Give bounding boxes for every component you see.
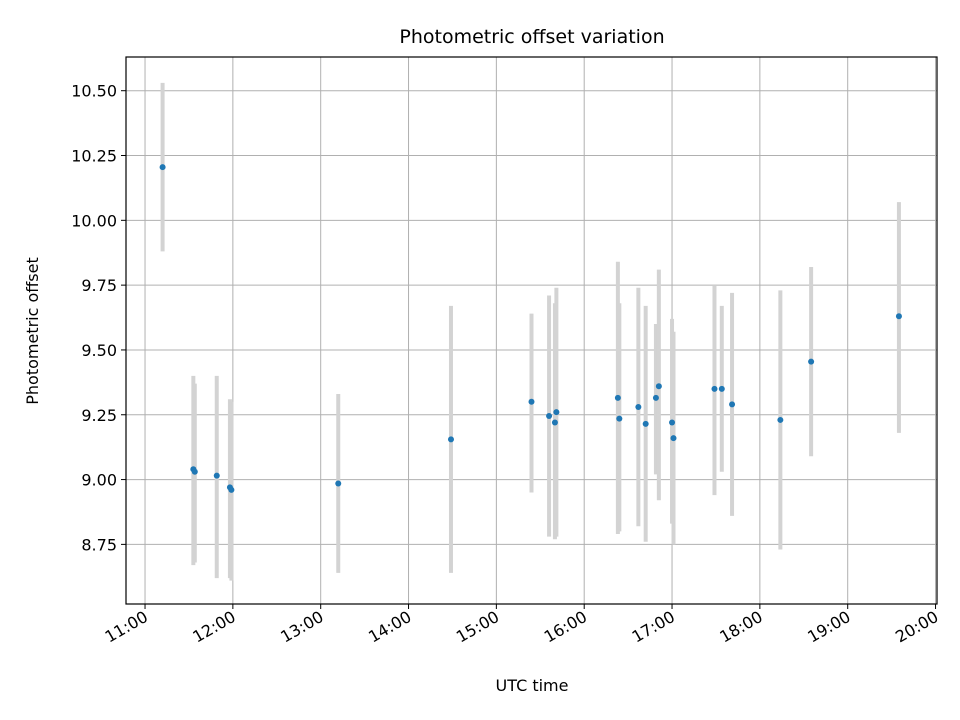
data-point (335, 480, 342, 487)
data-point (553, 409, 560, 416)
data-point (652, 394, 659, 401)
data-point (191, 468, 198, 475)
data-point (616, 415, 623, 422)
data-point (718, 385, 725, 392)
data-point (642, 420, 649, 427)
y-tick-label: 10.50 (71, 82, 117, 101)
y-axis-label: Photometric offset (23, 257, 42, 405)
y-tick-label: 10.25 (71, 147, 117, 166)
chart-title: Photometric offset variation (399, 26, 664, 48)
data-point (655, 383, 662, 390)
data-point (228, 486, 235, 493)
data-point (528, 398, 535, 405)
data-point (670, 435, 677, 442)
y-tick-label: 9.50 (81, 341, 117, 360)
data-point (551, 419, 558, 426)
data-point (213, 472, 220, 479)
data-point (808, 358, 815, 365)
data-point (546, 413, 553, 420)
data-point (669, 419, 676, 426)
y-tick-label: 8.75 (81, 535, 117, 554)
y-tick-label: 9.25 (81, 406, 117, 425)
data-point (614, 394, 621, 401)
y-tick-label: 9.00 (81, 471, 117, 490)
data-point (159, 164, 166, 171)
y-axis-ticks: 8.75 9.00 9.25 9.50 9.75 10.00 10.25 10.50 (71, 82, 126, 554)
data-point (635, 403, 642, 410)
data-point (895, 313, 902, 320)
x-axis-label: UTC time (496, 676, 569, 695)
data-point (729, 401, 736, 408)
y-tick-label: 10.00 (71, 211, 117, 230)
plot-frame (125, 56, 938, 605)
data-point (447, 436, 454, 443)
data-point (777, 416, 784, 423)
data-points (159, 164, 902, 493)
y-tick-label: 9.75 (81, 276, 117, 295)
data-point (711, 385, 718, 392)
